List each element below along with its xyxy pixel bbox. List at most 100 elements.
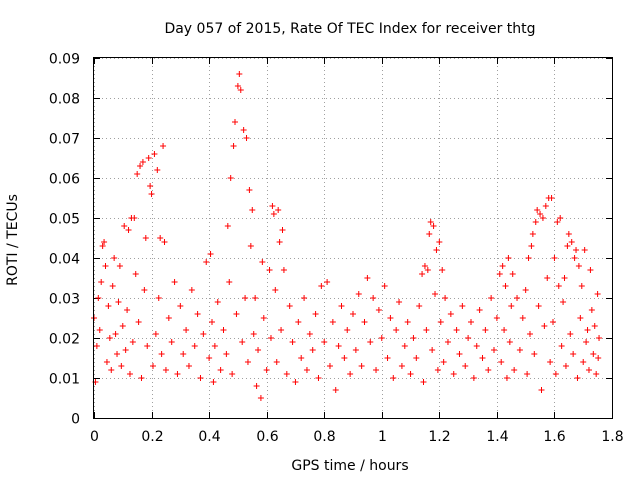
data-point: [511, 367, 518, 373]
data-point: [587, 267, 594, 273]
data-point: [289, 339, 296, 345]
data-point: [588, 307, 595, 313]
data-point: [568, 239, 575, 245]
data-point: [96, 327, 103, 333]
data-point: [257, 395, 264, 401]
data-point: [434, 367, 441, 373]
data-point: [276, 239, 283, 245]
data-point: [591, 323, 598, 329]
data-point: [467, 319, 474, 325]
data-point: [135, 319, 142, 325]
data-point: [188, 287, 195, 293]
data-point: [542, 203, 549, 209]
data-point: [522, 287, 529, 293]
data-point: [557, 215, 564, 221]
y-tick-label: 0.05: [49, 212, 80, 228]
data-point: [148, 191, 155, 197]
data-point: [575, 263, 582, 269]
data-point: [318, 283, 325, 289]
data-point: [456, 351, 463, 357]
data-point: [211, 343, 218, 349]
data-point: [137, 163, 144, 169]
data-point: [275, 207, 282, 213]
data-point: [577, 315, 584, 321]
data-point: [240, 127, 247, 133]
data-point: [142, 235, 149, 241]
data-point: [532, 219, 539, 225]
data-point: [419, 271, 426, 277]
y-tick-label: 0: [71, 412, 80, 428]
data-point: [594, 291, 601, 297]
data-point: [393, 327, 400, 333]
data-point: [390, 375, 397, 381]
data-point: [121, 223, 128, 229]
grid-lines: [94, 58, 613, 419]
data-point: [338, 303, 345, 309]
data-point: [191, 343, 198, 349]
data-point: [278, 327, 285, 333]
data-point: [496, 271, 503, 277]
data-point: [514, 295, 521, 301]
data-point: [263, 367, 270, 373]
data-point: [485, 367, 492, 373]
data-point: [116, 263, 123, 269]
data-point: [554, 219, 561, 225]
data-point: [564, 243, 571, 249]
data-point: [567, 331, 574, 337]
data-point: [237, 87, 244, 93]
data-point: [476, 307, 483, 313]
data-point: [509, 271, 516, 277]
data-point: [436, 239, 443, 245]
data-point: [95, 295, 102, 301]
data-point: [206, 355, 213, 361]
data-point: [197, 375, 204, 381]
data-point: [491, 347, 498, 353]
data-point: [367, 339, 374, 345]
data-point: [154, 167, 161, 173]
data-point: [447, 311, 454, 317]
data-point: [194, 311, 201, 317]
data-point: [141, 287, 148, 293]
data-point: [152, 331, 159, 337]
data-point: [421, 263, 428, 269]
data-point: [450, 371, 457, 377]
data-point: [119, 323, 126, 329]
data-point: [593, 371, 600, 377]
data-point: [347, 371, 354, 377]
data-point: [519, 315, 526, 321]
data-point: [315, 375, 322, 381]
data-point: [375, 307, 382, 313]
x-tick-label: 1.2: [428, 429, 450, 445]
data-point: [482, 327, 489, 333]
data-point: [224, 223, 231, 229]
data-point: [544, 275, 551, 281]
data-point: [171, 279, 178, 285]
data-point: [352, 347, 359, 353]
data-point: [161, 239, 168, 245]
data-point: [272, 287, 279, 293]
data-point: [250, 331, 257, 337]
data-point: [430, 223, 437, 229]
y-tick-label: 0.08: [49, 92, 80, 108]
data-point: [99, 243, 106, 249]
data-points: [91, 71, 603, 401]
data-point: [283, 371, 290, 377]
data-point: [585, 367, 592, 373]
data-point: [246, 187, 253, 193]
data-point: [118, 363, 125, 369]
data-point: [236, 71, 243, 77]
y-axis-label: ROTI / TECUs: [5, 194, 21, 286]
data-point: [270, 211, 277, 217]
data-point: [398, 363, 405, 369]
data-point: [122, 347, 129, 353]
data-point: [407, 371, 414, 377]
data-point: [539, 215, 546, 221]
data-point: [132, 271, 139, 277]
data-point: [249, 207, 256, 213]
data-point: [584, 327, 591, 333]
data-point: [528, 243, 535, 249]
data-point: [387, 315, 394, 321]
data-point: [561, 275, 568, 281]
data-point: [147, 183, 154, 189]
data-point: [344, 327, 351, 333]
